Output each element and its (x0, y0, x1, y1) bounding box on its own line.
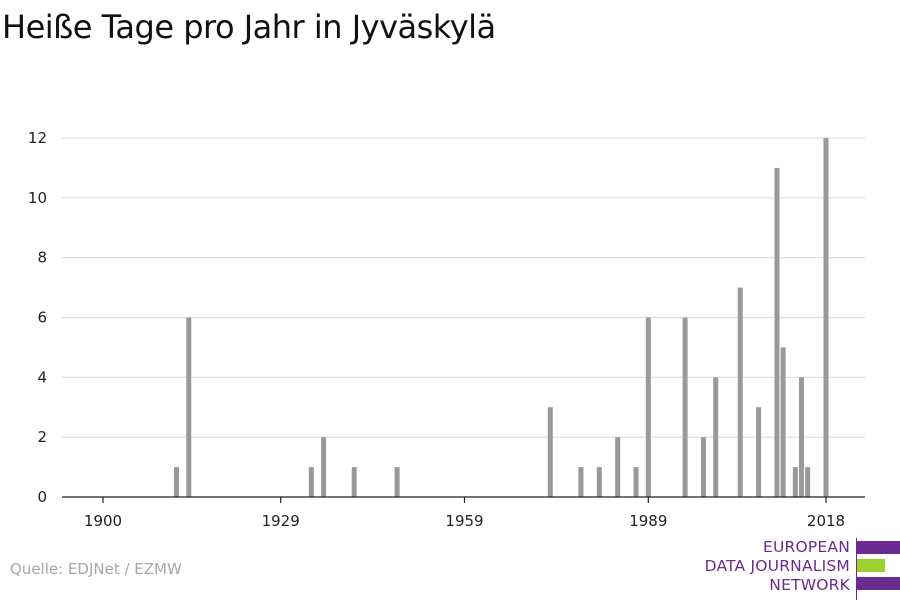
x-axis-ticks: 1900 1929 1959 1989 2018 (84, 497, 845, 530)
bar-1973 (547, 407, 553, 497)
bar-1998 (700, 437, 706, 497)
bar-2014 (798, 377, 804, 497)
bar-2010 (774, 167, 780, 497)
x-tick-label: 1929 (262, 512, 300, 530)
logo-text-line2: DATA JOURNALISM (704, 557, 850, 575)
y-tick-label: 2 (37, 428, 47, 446)
logo-bar-bottom (857, 577, 900, 590)
bar-1936 (321, 437, 327, 497)
chart-title: Heiße Tage pro Jahr in Jyväskylä (2, 8, 496, 46)
edjnet-logo: EUROPEAN DATA JOURNALISM NETWORK (700, 538, 900, 600)
x-tick-label: 1959 (445, 512, 483, 530)
bar-1912 (174, 467, 180, 497)
bar-2007 (756, 407, 762, 497)
bar-2000 (713, 377, 719, 497)
source-note: Quelle: EDJNet / EZMW (10, 560, 182, 578)
y-tick-label: 0 (37, 488, 47, 506)
y-tick-label: 6 (37, 309, 47, 327)
bar-1934 (308, 467, 314, 497)
x-tick-label: 2018 (807, 512, 845, 530)
bar-2018 (823, 138, 829, 497)
bar-2013 (792, 467, 798, 497)
logo-text-line3: NETWORK (769, 576, 850, 594)
bar-1987 (633, 467, 639, 497)
bar-2004 (737, 287, 743, 497)
logo-divider (856, 538, 857, 600)
y-tick-label: 12 (28, 129, 47, 147)
bar-2015 (805, 467, 811, 497)
bar-1978 (578, 467, 584, 497)
bar-2011 (780, 347, 786, 497)
bar-1941 (351, 467, 357, 497)
logo-text-line1: EUROPEAN (762, 538, 850, 556)
x-tick-label: 1900 (84, 512, 122, 530)
y-axis-tick-labels: 0 2 4 6 8 10 12 (28, 129, 47, 506)
logo-bar-middle (857, 559, 885, 572)
logo-bar-top (857, 541, 900, 554)
bars (174, 138, 829, 497)
y-tick-label: 8 (37, 249, 47, 267)
bar-1995 (682, 317, 688, 497)
y-tick-label: 4 (37, 368, 47, 386)
bar-1914 (186, 317, 192, 497)
x-tick-label: 1989 (629, 512, 667, 530)
bar-1984 (615, 437, 621, 497)
bar-1989 (645, 317, 651, 497)
bar-1948 (394, 467, 400, 497)
grid-lines (62, 137, 865, 438)
y-tick-label: 10 (28, 189, 47, 207)
bar-1981 (596, 467, 602, 497)
